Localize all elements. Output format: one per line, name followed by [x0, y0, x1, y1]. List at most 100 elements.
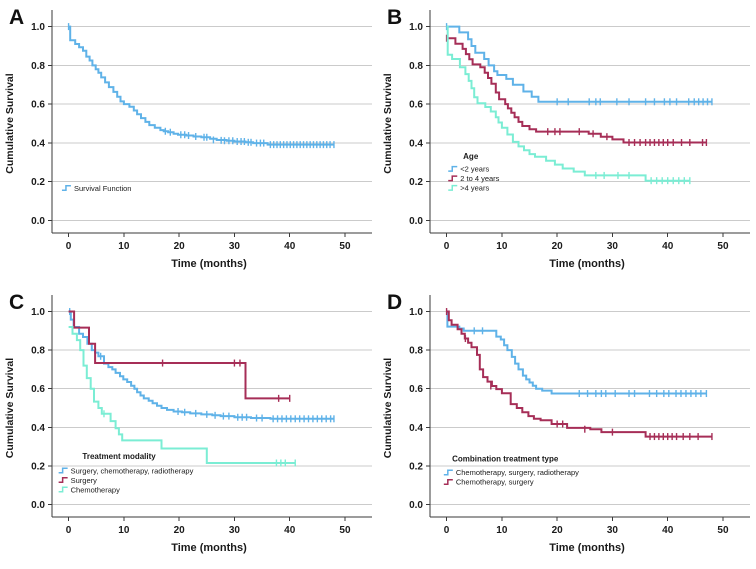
panel-label-A: A [9, 6, 24, 29]
km-panel-b: 0.0 0.2 0.4 0.6 0.8 1.0 0 10 20 30 40 50 Time (month… [382, 6, 750, 270]
x-tick-label: 30 [229, 525, 241, 536]
gridlines [52, 26, 372, 221]
km-panel-a: 0.0 0.2 0.4 0.6 0.8 1.0 0 10 20 30 40 50 Time (month… [4, 6, 372, 270]
legend-key-survival-function [61, 185, 71, 192]
axes [426, 10, 750, 237]
y-tick-label: 0.6 [31, 100, 45, 111]
censor-marks-2-years [445, 23, 713, 106]
y-tick-label: 0.2 [409, 177, 423, 188]
panel-label-D: D [387, 291, 402, 314]
x-tick-label: 30 [607, 241, 619, 252]
legend-key-surgery [58, 477, 68, 484]
censor-marks-surgery-chemotherapy-radiotherapy [68, 308, 335, 423]
censor-marks-chemotherapy-surgery [445, 308, 713, 441]
y-tick-label: 0.8 [409, 61, 423, 72]
legend-item-label: Chemotherapy, surgery [456, 478, 534, 487]
legend-key-chemotherapy-surgery-radiotherapy [443, 469, 453, 476]
legend-key-4-years [448, 184, 458, 191]
y-tick-label: 0.2 [31, 461, 45, 472]
x-tick-label: 10 [118, 241, 130, 252]
survival-curve-2-to-4-years [446, 37, 707, 144]
x-tick-label: 10 [496, 525, 508, 536]
x-tick-label: 0 [66, 241, 72, 252]
x-tick-label: 0 [444, 525, 450, 536]
y-tick-label: 0.2 [31, 177, 45, 188]
y-axis-label: Cumulative Survival [382, 73, 394, 173]
axes [48, 295, 372, 521]
x-tick-label: 10 [496, 241, 508, 252]
x-tick-label: 40 [662, 525, 674, 536]
x-tick-label: 50 [339, 241, 351, 252]
x-tick-label: 30 [229, 241, 241, 252]
x-tick-label: 0 [66, 525, 72, 536]
survival-curve-chemotherapy-surgery-radiotherapy [446, 310, 707, 395]
gridlines [52, 311, 372, 505]
legend-item-label: Survival Function [74, 184, 132, 193]
y-tick-label: 0.8 [409, 346, 423, 357]
censor-marks-chemotherapy [103, 410, 296, 467]
legend-item-label: Chemotherapy, surgery, radiotherapy [456, 468, 579, 477]
x-tick-label: 20 [552, 241, 564, 252]
legend-title: Treatment modality [82, 452, 156, 461]
censor-marks-2-to-4-years [445, 34, 708, 146]
x-tick-label: 50 [717, 525, 729, 536]
censor-marks-surgery [161, 359, 291, 402]
axes [48, 10, 372, 237]
y-tick-label: 0.0 [31, 216, 45, 227]
x-axis-label: Time (months) [171, 542, 247, 554]
x-tick-label: 40 [284, 525, 296, 536]
x-tick-label: 40 [284, 241, 296, 252]
y-tick-label: 0.0 [409, 500, 423, 511]
x-tick-label: 20 [174, 241, 186, 252]
censor-marks-4-years [595, 171, 691, 185]
legend: Combination treatment type Chemotherapy, … [443, 455, 579, 487]
y-tick-label: 1.0 [409, 307, 423, 318]
y-axis-label: Cumulative Survival [382, 358, 394, 458]
legend-key-2-years [448, 165, 458, 172]
km-panel-c: 0.0 0.2 0.4 0.6 0.8 1.0 0 10 20 30 40 50 Time (month… [4, 291, 372, 554]
legend-item-label: 2 to 4 years [460, 174, 499, 183]
survival-curve-chemotherapy [68, 326, 296, 464]
y-tick-label: 1.0 [31, 307, 45, 318]
y-tick-label: 0.8 [31, 61, 45, 72]
censor-marks-chemotherapy-surgery-radiotherapy [473, 327, 708, 398]
survival-curve-surgery [68, 310, 290, 400]
x-tick-label: 0 [444, 241, 450, 252]
censor-marks-survival-function [67, 23, 335, 149]
y-tick-label: 0.4 [31, 138, 45, 149]
survival-curve-chemotherapy-surgery [446, 310, 712, 438]
x-tick-label: 40 [662, 241, 674, 252]
legend: Survival Function [61, 184, 132, 193]
legend-item-label: Surgery [71, 476, 98, 485]
x-tick-label: 10 [118, 525, 130, 536]
km-panel-d: 0.0 0.2 0.4 0.6 0.8 1.0 0 10 20 30 40 50 Time (month… [382, 291, 750, 554]
legend-item-label: <2 years [460, 165, 489, 174]
survival-curve-2-years [446, 25, 712, 103]
y-tick-label: 1.0 [409, 22, 423, 33]
y-axis-label: Cumulative Survival [4, 358, 16, 458]
x-axis-label: Time (months) [549, 542, 625, 554]
y-tick-label: 0.4 [31, 423, 45, 434]
x-tick-label: 20 [174, 525, 186, 536]
y-tick-label: 0.6 [409, 100, 423, 111]
x-tick-label: 50 [717, 241, 729, 252]
legend-key-chemotherapy-surgery [443, 478, 453, 485]
x-tick-label: 50 [339, 525, 351, 536]
axes [426, 295, 750, 521]
y-tick-label: 0.4 [409, 138, 423, 149]
y-tick-label: 0.6 [31, 384, 45, 395]
legend-item-label: Surgery, chemotherapy, radiotherapy [71, 466, 194, 475]
panel-label-C: C [9, 291, 24, 314]
legend: Treatment modality Surgery, chemotherapy,… [58, 452, 194, 494]
x-tick-label: 30 [607, 525, 619, 536]
x-tick-label: 20 [552, 525, 564, 536]
legend-title: Age [463, 152, 479, 161]
y-tick-label: 0.6 [409, 384, 423, 395]
survival-curve-surgery-chemotherapy-radiotherapy [68, 310, 334, 420]
y-tick-label: 0.4 [409, 423, 423, 434]
y-tick-label: 0.0 [409, 216, 423, 227]
legend-key-surgery-chemotherapy-radiotherapy [58, 467, 68, 474]
legend-key-2-to-4-years [448, 175, 458, 182]
